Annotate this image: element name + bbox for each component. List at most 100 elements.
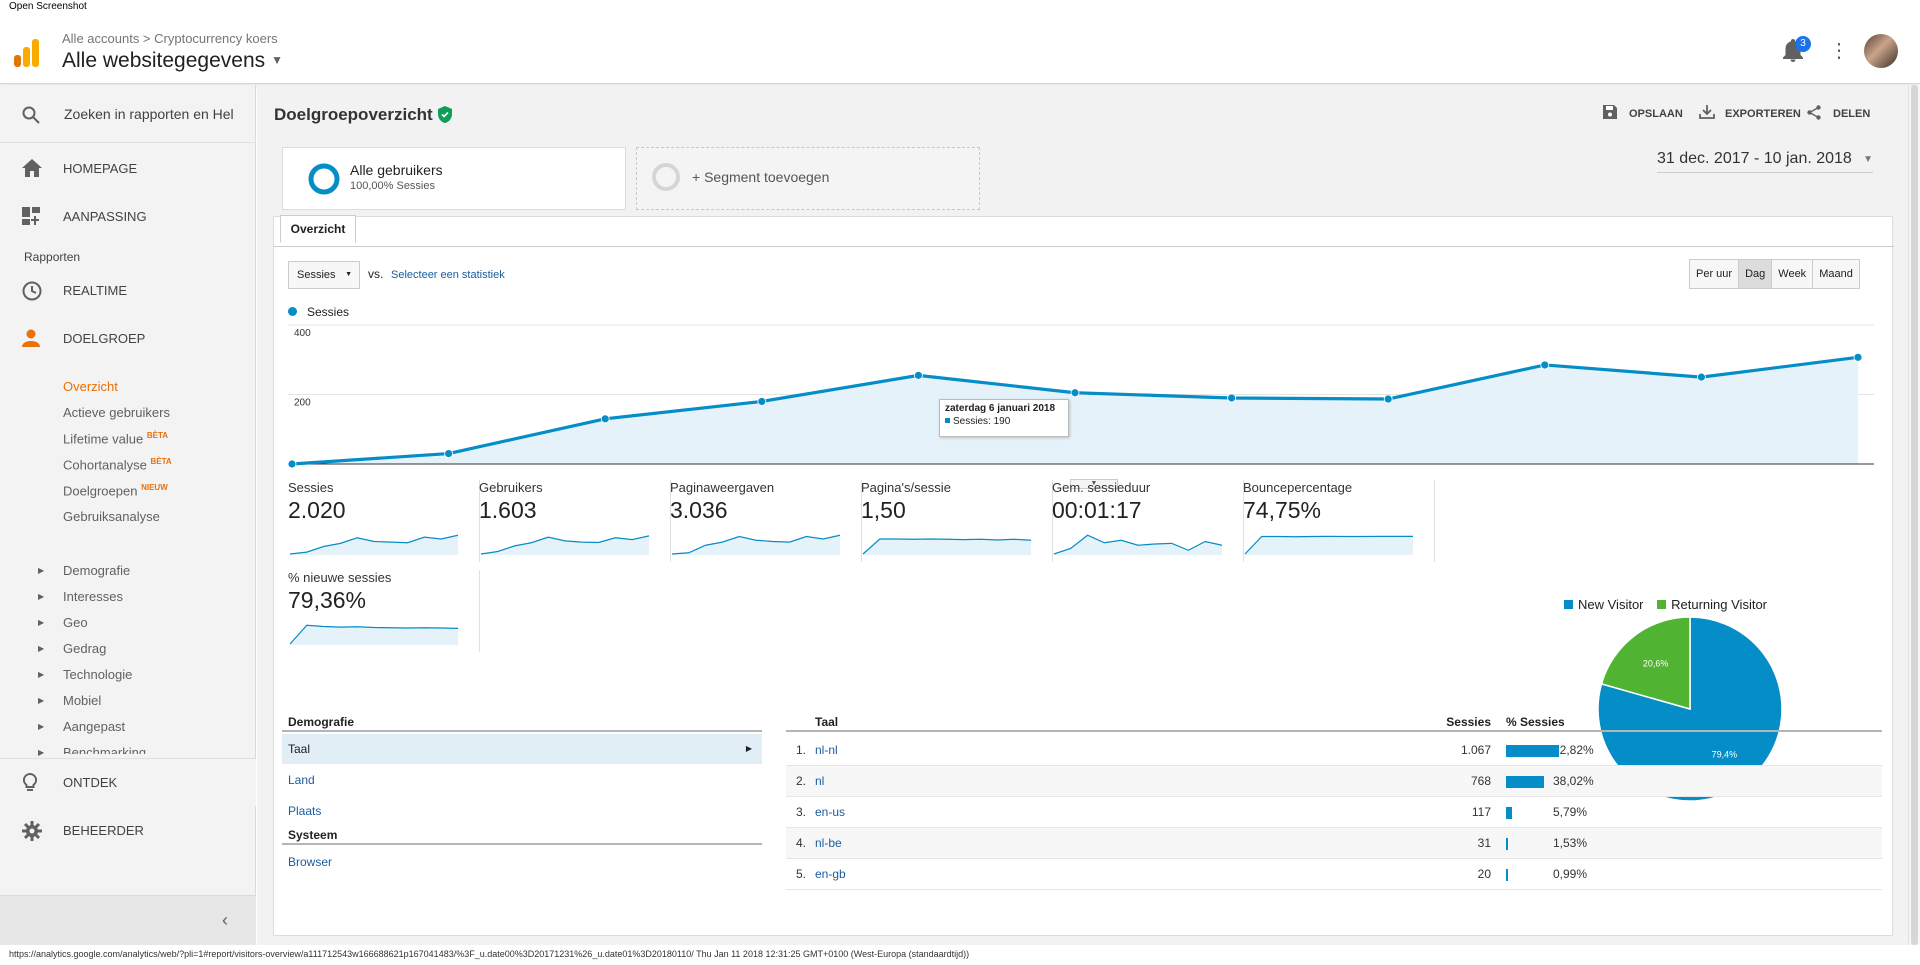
metric-4[interactable]: Pagina's/sessie 1,50	[861, 480, 1053, 562]
system-item-browser[interactable]: Browser	[288, 855, 333, 869]
tab-divider	[274, 246, 1894, 247]
row-pct: 5,79%	[1553, 805, 1588, 819]
sidebar-subitem-audiences[interactable]: Doelgroepen NIEUW	[63, 483, 168, 499]
search-placeholder: Zoeken in rapporten en Hel	[64, 106, 234, 122]
scrollbar-thumb[interactable]	[1911, 85, 1918, 945]
sidebar-group-mobile[interactable]: Mobiel	[63, 693, 102, 708]
sidebar-group-technology[interactable]: Technologie	[63, 667, 133, 682]
analytics-logo-icon[interactable]	[14, 39, 40, 67]
legend-label: Sessies	[307, 305, 350, 319]
sidebar-group-behavior[interactable]: Gedrag	[63, 641, 107, 656]
segment-all-users[interactable]: Alle gebruikers 100,00% Sessies	[282, 147, 626, 210]
more-vert-icon[interactable]: ⋮	[1829, 40, 1849, 62]
data-point-7 jan.	[1383, 394, 1393, 404]
share-button[interactable]: DELEN	[1807, 105, 1870, 120]
sidebar-subitem-lifetime-value[interactable]: Lifetime value BÈTA	[63, 431, 169, 447]
sidebar-subitem-active-users[interactable]: Actieve gebruikers	[63, 405, 170, 420]
table-row[interactable]: 5. en-gb 20 0,99%	[786, 859, 1882, 890]
period-week-button[interactable]: Week	[1771, 260, 1812, 288]
row-language-link[interactable]: en-us	[815, 805, 846, 819]
table-row[interactable]: 4. nl-be 31 1,53%	[786, 828, 1882, 859]
date-range-picker[interactable]: 31 dec. 2017 - 10 jan. 2018 ▼	[1657, 150, 1873, 173]
sidebar-item-admin[interactable]: BEHEERDER	[0, 807, 256, 855]
sidebar-item-discover[interactable]: ONTDEK	[0, 758, 256, 806]
period-day-button[interactable]: Dag	[1738, 260, 1772, 288]
top-header: Alle accounts > Cryptocurrency koers All…	[0, 19, 1920, 84]
demographics-item-language[interactable]: Taal ▶	[282, 734, 762, 764]
sidebar-item-realtime[interactable]: REALTIME	[0, 267, 256, 315]
row-share-bar	[1506, 776, 1545, 788]
metric-1[interactable]: Sessies 2.020	[288, 480, 480, 562]
property-selector[interactable]: Alle websitegegevens ▼	[62, 49, 283, 73]
chart-collapse-handle[interactable]: ▼	[1070, 479, 1118, 489]
export-button[interactable]: EXPORTEREN	[1699, 105, 1801, 120]
metric-label: % nieuwe sessies	[288, 570, 392, 585]
sidebar-subitem-user-explorer[interactable]: Gebruiksanalyse	[63, 509, 160, 524]
sidebar-item-home[interactable]: HOMEPAGE	[0, 145, 256, 193]
sparkline-area	[672, 535, 840, 555]
metric-7[interactable]: % nieuwe sessies 79,36%	[288, 570, 480, 652]
sidebar-group-interests[interactable]: Interesses	[63, 589, 123, 604]
sidebar-group-benchmarking[interactable]: Benchmarking	[63, 745, 147, 754]
sidebar-subitem-overview[interactable]: Overzicht	[63, 379, 118, 394]
metric-5[interactable]: Gem. sessieduur 00:01:17	[1052, 480, 1244, 562]
sidebar-group-custom[interactable]: Aangepast	[63, 719, 126, 734]
sparkline-line	[1244, 535, 1413, 555]
legend-new-visitor[interactable]: New Visitor	[1564, 597, 1644, 612]
sidebar-group-demographics[interactable]: Demografie	[63, 563, 131, 578]
sidebar-search[interactable]: Zoeken in rapporten en Hel	[0, 85, 256, 143]
row-language-link[interactable]: nl-nl	[815, 743, 838, 757]
demographics-item-country[interactable]: Land	[288, 773, 315, 787]
select-statistic-link[interactable]: Selecteer een statistiek	[391, 269, 505, 281]
data-point-6 jan.	[1227, 393, 1236, 403]
column-header-pct-sessions[interactable]: % Sessies	[1506, 715, 1565, 729]
period-hour-button[interactable]: Per uur	[1696, 268, 1733, 280]
metric-6[interactable]: Bouncepercentage 74,75%	[1243, 480, 1435, 562]
demographics-item-city[interactable]: Plaats	[288, 804, 322, 818]
account-breadcrumb[interactable]: Alle accounts > Cryptocurrency koers	[62, 31, 278, 46]
table-row[interactable]: 2. nl 768 38,02%	[786, 766, 1882, 797]
add-segment-button[interactable]: + Segment toevoegen	[636, 147, 980, 210]
row-language-link[interactable]: nl	[815, 774, 825, 788]
column-header-sessions[interactable]: Sessies	[1446, 715, 1491, 729]
save-button[interactable]: OPSLAAN	[1603, 105, 1683, 120]
clock-icon	[22, 281, 42, 301]
page-scrollbar[interactable]	[1908, 85, 1920, 945]
visitor-pie-chart[interactable]: 79,4% 20,6%	[1590, 613, 1790, 813]
sidebar-item-audience[interactable]: DOELGROEP	[0, 315, 256, 363]
property-name: Alle websitegegevens	[62, 49, 266, 72]
sidebar-item-label: DOELGROEP	[63, 331, 146, 346]
gear-icon	[22, 821, 42, 841]
sidebar-group-geo[interactable]: Geo	[63, 615, 88, 630]
metric-sparkline	[862, 538, 1032, 555]
row-language-link[interactable]: en-gb	[815, 867, 846, 881]
metric-selector[interactable]: Sessies ▼	[288, 261, 360, 289]
data-point-5 jan.	[1070, 388, 1080, 398]
column-header-language[interactable]: Taal	[815, 715, 839, 729]
home-icon	[22, 159, 42, 177]
metric-value: 1,50	[861, 497, 906, 523]
row-rank: 1.	[796, 743, 807, 757]
collapse-sidebar-icon[interactable]: ‹	[222, 910, 228, 930]
row-rank: 2.	[796, 774, 807, 788]
add-segment-label: + Segment toevoegen	[692, 169, 830, 185]
table-row[interactable]: 3. en-us 117 5,79%	[786, 797, 1882, 828]
row-language-link[interactable]: nl-be	[815, 836, 842, 850]
avatar[interactable]	[1864, 34, 1898, 68]
tab-overview[interactable]: Overzicht	[280, 215, 356, 243]
row-share-bar	[1506, 807, 1512, 819]
metric-2[interactable]: Gebruikers 1.603	[479, 480, 671, 562]
save-icon	[1603, 105, 1617, 119]
period-month-button[interactable]: Maand	[1812, 260, 1859, 288]
table-row[interactable]: 1. nl-nl 1.067 52,82%	[786, 735, 1882, 766]
metric-3[interactable]: Paginaweergaven 3.036	[670, 480, 862, 562]
overview-panel: Overzicht Sessies ▼ vs. Selecteer een sta…	[273, 215, 1894, 936]
sidebar-item-customization[interactable]: AANPASSING	[0, 193, 256, 241]
legend-returning-visitor[interactable]: Returning Visitor	[1657, 597, 1767, 612]
row-sessions: 117	[1471, 805, 1491, 819]
metric-label: Sessies	[288, 480, 334, 495]
sidebar-subitem-cohort[interactable]: Cohortanalyse BÈTA	[63, 457, 172, 473]
data-point-8 jan.	[1540, 360, 1550, 370]
data-point-4 jan.	[914, 370, 923, 380]
